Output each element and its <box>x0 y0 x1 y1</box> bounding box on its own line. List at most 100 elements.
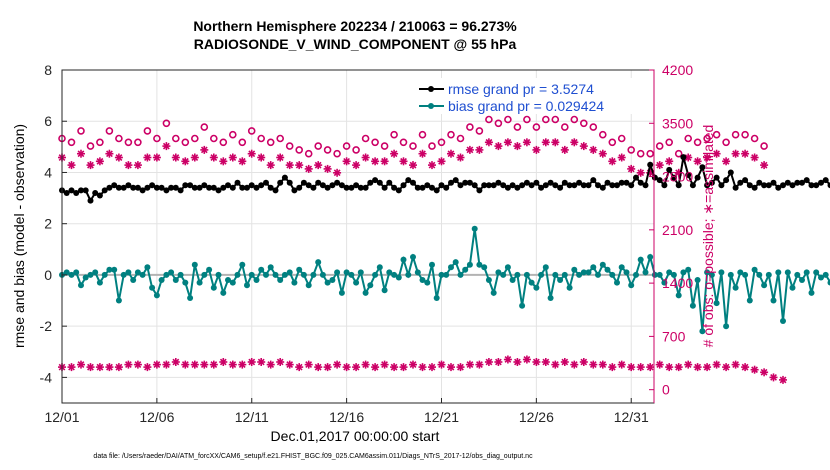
assimilated-point <box>741 149 750 158</box>
assimilated-lower-point-stroke <box>153 361 161 368</box>
plot-area <box>62 70 654 403</box>
possible-point <box>494 119 503 128</box>
rmse-point <box>220 184 227 191</box>
rmse-point <box>376 179 383 186</box>
possible-point <box>124 138 133 147</box>
assimilated-lower-point <box>418 363 427 372</box>
assimilated-lower-point-stroke <box>125 361 132 368</box>
bias-point <box>704 269 711 276</box>
assimilated-point <box>361 153 370 162</box>
assimilated-lower-point-stroke <box>570 361 578 368</box>
rmse-point <box>761 182 768 189</box>
assimilated-lower-point-stroke <box>637 363 645 371</box>
possible-point <box>712 130 721 139</box>
bias-point <box>680 269 687 276</box>
bias-point <box>770 297 777 304</box>
bias-point <box>244 282 250 289</box>
y-left-tick-label: 0 <box>44 267 52 283</box>
rmse-point <box>661 182 668 189</box>
rmse-point <box>514 184 521 191</box>
bias-point <box>429 261 435 268</box>
bias-point <box>111 266 118 273</box>
bias-point <box>509 277 516 283</box>
assimilated-point-stroke <box>324 165 332 173</box>
possible-point <box>760 142 768 150</box>
assimilated-lower-point <box>541 358 550 366</box>
assimilated-point <box>143 153 152 162</box>
bias-point <box>694 277 701 283</box>
assimilated-point-stroke <box>665 157 673 165</box>
rmse-point <box>466 179 473 186</box>
assimilated-lower-point <box>323 363 332 372</box>
rmse-point <box>63 190 70 196</box>
rmse-point <box>813 182 820 189</box>
assimilated-lower-point-stroke <box>476 361 483 368</box>
rmse-point <box>481 182 488 189</box>
assimilated-point-stroke <box>191 154 199 161</box>
assimilated-point <box>133 161 142 170</box>
rmse-point <box>134 184 141 191</box>
assimilated-point-stroke <box>466 146 474 154</box>
assimilated-lower-point <box>589 360 598 369</box>
assimilated-point-stroke <box>656 161 664 169</box>
possible-point <box>323 146 332 154</box>
assimilated-point-stroke <box>713 150 720 158</box>
bias-point <box>561 271 568 278</box>
bias-point <box>310 271 317 278</box>
assimilated-point-stroke <box>476 146 483 154</box>
bias-point <box>784 269 791 276</box>
assimilated-point <box>333 168 342 177</box>
assimilated-lower-point <box>731 360 740 369</box>
bias-point <box>395 274 402 281</box>
bias-point <box>647 254 654 260</box>
assimilated-point-stroke <box>87 161 94 169</box>
bias-point <box>523 271 530 278</box>
assimilated-lower-point-stroke <box>599 361 607 368</box>
rmse-point <box>206 184 213 191</box>
assimilated-point-stroke <box>200 146 208 154</box>
bias-point <box>357 269 364 276</box>
y-left-tick-label: 8 <box>44 62 52 78</box>
rmse-point <box>149 182 156 189</box>
bias-point <box>642 269 649 276</box>
rmse-point <box>248 182 255 189</box>
rmse-point <box>78 187 84 194</box>
rmse-point <box>296 184 303 191</box>
assimilated-lower-point <box>228 360 237 369</box>
assimilated-lower-point-stroke <box>665 363 673 371</box>
assimilated-point-stroke <box>172 154 180 161</box>
assimilated-lower-point-stroke <box>352 363 360 371</box>
assimilated-point <box>200 145 209 154</box>
assimilated-lower-point-stroke <box>732 361 739 368</box>
assimilated-lower-point <box>570 360 579 369</box>
bias-point <box>552 271 559 278</box>
rmse-point <box>139 187 146 194</box>
possible-point <box>191 134 199 143</box>
assimilated-lower-point <box>750 365 759 374</box>
assimilated-point <box>494 142 503 151</box>
possible-point <box>153 134 161 143</box>
assimilated-lower-point-stroke <box>371 363 379 371</box>
assimilated-lower-point <box>333 360 342 369</box>
bias-point <box>177 271 184 278</box>
rmse-point <box>125 182 132 189</box>
bias-point <box>139 271 146 278</box>
assimilated-point-stroke <box>580 142 588 150</box>
assimilated-point-stroke <box>523 138 531 146</box>
assimilated-point <box>731 149 740 158</box>
assimilated-point-stroke <box>532 146 540 154</box>
assimilated-lower-point <box>266 360 275 369</box>
assimilated-lower-point-stroke <box>466 361 474 368</box>
assimilated-lower-point-stroke <box>87 363 94 371</box>
assimilated-point-stroke <box>570 138 578 146</box>
rmse-point <box>315 179 322 186</box>
assimilated-point-stroke <box>210 154 218 161</box>
rmse-point <box>281 174 288 181</box>
assimilated-lower-point <box>437 360 446 369</box>
possible-point <box>115 134 123 143</box>
x-tick-label: 12/06 <box>139 409 174 425</box>
bias-point <box>410 254 416 260</box>
assimilated-lower-point <box>361 360 370 369</box>
assimilated-lower-point <box>409 360 417 369</box>
assimilated-point <box>712 149 721 158</box>
